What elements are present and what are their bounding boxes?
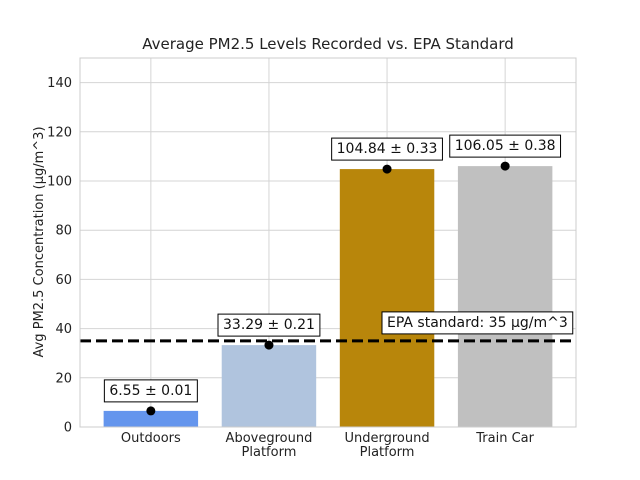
x-tick-label: Train Car <box>475 431 534 446</box>
bar-value-label: 6.55 ± 0.01 <box>109 383 192 399</box>
bar <box>457 166 553 427</box>
bar-value-label-group: 106.05 ± 0.38 <box>449 134 562 158</box>
y-tick-label: 20 <box>55 371 72 386</box>
y-tick-label: 120 <box>47 125 72 140</box>
bar-value-label-box <box>449 134 562 158</box>
data-points <box>146 161 510 416</box>
y-tick-label: 60 <box>55 273 72 288</box>
epa-standard-label-box <box>381 311 574 335</box>
x-tick-label: Outdoors <box>121 431 181 446</box>
bar-value-label: 104.84 ± 0.33 <box>337 141 438 157</box>
mean-point <box>146 406 156 416</box>
bar-value-labels: 6.55 ± 0.01 33.29 ± 0.21 104.84 ± 0.33 106.… <box>103 134 574 403</box>
epa-standard-label-group: EPA standard: 35 μg/m^3 <box>381 311 574 335</box>
bar <box>339 169 435 427</box>
mean-point <box>382 164 392 174</box>
y-axis-label: Avg PM2.5 Concentration (μg/m^3) <box>32 126 47 357</box>
x-tick-label: Aboveground Platform <box>226 431 313 460</box>
bar-value-label: 33.29 ± 0.21 <box>223 317 315 333</box>
bar-value-label-group: 33.29 ± 0.21 <box>217 313 321 337</box>
bar <box>103 410 199 427</box>
mean-point <box>500 161 510 171</box>
bar-value-label: 106.05 ± 0.38 <box>455 138 556 154</box>
x-tick-label: Underground Platform <box>344 431 429 460</box>
x-tick-labels: Outdoors Aboveground Platform Underground Pl… <box>121 431 535 460</box>
bar-value-label-box <box>331 137 443 161</box>
y-tick-label: 100 <box>47 175 72 190</box>
y-tick-label: 40 <box>55 322 72 337</box>
y-tick-label: 140 <box>47 76 72 91</box>
bar-value-label-group: 104.84 ± 0.33 <box>331 137 443 161</box>
chart-title: Average PM2.5 Levels Recorded vs. EPA St… <box>142 35 514 53</box>
bars <box>103 166 553 427</box>
bar-value-label-group: 6.55 ± 0.01 <box>103 379 198 403</box>
y-tick-label: 0 <box>64 421 72 436</box>
epa-standard-label: EPA standard: 35 μg/m^3 <box>387 315 568 331</box>
y-tick-labels: 0 20 40 60 80 100 120 140 <box>47 76 72 435</box>
bar-value-label-box <box>103 379 198 403</box>
bar <box>221 345 317 427</box>
bar-value-label-box <box>217 313 321 337</box>
mean-point <box>264 340 274 350</box>
plot-frame <box>79 57 577 428</box>
y-tick-label: 80 <box>55 224 72 239</box>
